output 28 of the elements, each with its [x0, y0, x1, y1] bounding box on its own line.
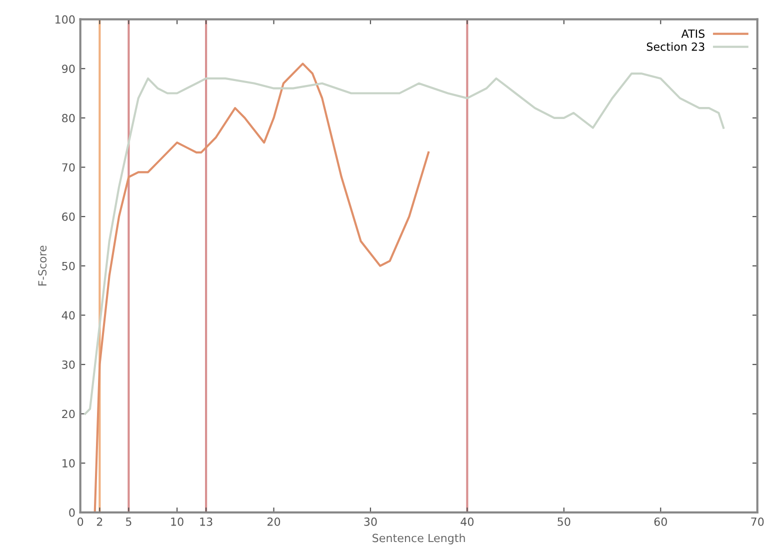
x-tick-label: 70 — [751, 517, 764, 526]
x-tick-label: 5 — [126, 518, 132, 526]
y-axis-title: F-Score — [38, 246, 47, 286]
y-tick-label: 30 — [62, 360, 75, 369]
x-tick-label: 2 — [96, 517, 102, 526]
y-tick-label: 20 — [62, 410, 75, 418]
x-tick-label: 10 — [171, 517, 184, 526]
x-tick-label: 20 — [268, 517, 280, 526]
y-tick-label: 60 — [62, 212, 75, 221]
x-tick-label: 50 — [558, 517, 570, 526]
x-tick-label: 30 — [364, 517, 377, 526]
line-series — [94, 62, 430, 512]
y-tick-label: 70 — [62, 163, 75, 172]
x-tick-label: 60 — [654, 517, 667, 526]
x-tick-label: 40 — [460, 517, 474, 526]
y-tick-label: 0 — [69, 508, 75, 517]
legend-label: Section 23 — [646, 42, 704, 51]
y-tick-label: 10 — [62, 459, 75, 468]
line-series — [84, 72, 725, 415]
y-tick-label: 80 — [62, 114, 75, 122]
x-tick-label: 13 — [200, 517, 212, 526]
x-axis-title: Sentence Length — [372, 534, 465, 544]
y-tick-label: 40 — [62, 311, 75, 320]
y-tick-label: 90 — [62, 64, 75, 73]
y-tick-label: 50 — [62, 262, 75, 270]
legend-label: ATIS — [681, 29, 705, 38]
y-tick-label: 100 — [55, 15, 75, 24]
x-tick-label: 0 — [78, 517, 84, 526]
